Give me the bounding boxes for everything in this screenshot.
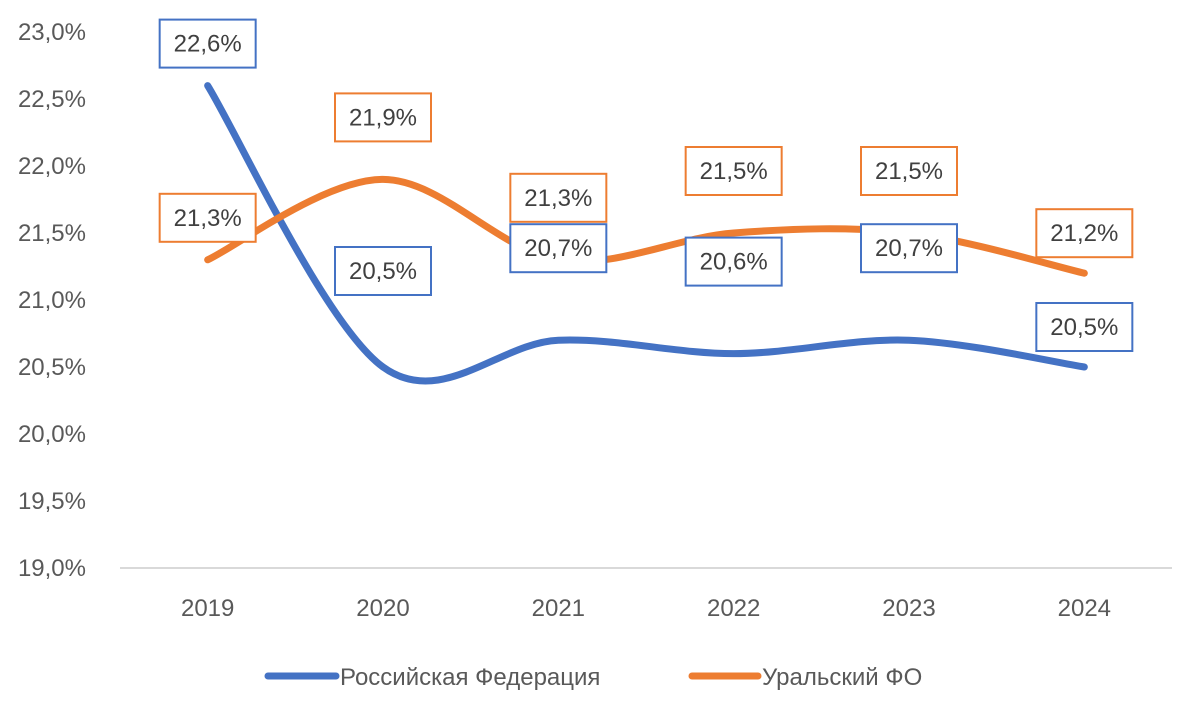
data-label: 21,9% (334, 92, 432, 143)
data-label: 21,2% (1035, 208, 1134, 259)
data-label-text: 21,9% (349, 104, 417, 131)
data-label-box (158, 18, 257, 69)
legend-label: Уральский ФО (762, 664, 922, 691)
data-label-text: 21,2% (1050, 220, 1118, 247)
x-tick-label: 2020 (356, 595, 409, 622)
y-tick-label: 21,5% (18, 220, 86, 247)
series-line-0 (204, 82, 1088, 385)
y-tick-label: 20,5% (18, 354, 86, 381)
x-tick-label: 2019 (181, 595, 234, 622)
data-label: 21,3% (158, 192, 257, 243)
data-label-box (860, 146, 958, 196)
data-label: 20,7% (509, 223, 608, 274)
y-tick-label: 22,5% (18, 86, 86, 113)
data-label-text: 21,3% (524, 185, 592, 212)
data-label-text: 22,6% (174, 31, 242, 58)
data-label: 20,5% (1035, 302, 1134, 352)
data-label-text: 20,5% (1050, 314, 1118, 341)
data-label: 21,5% (684, 146, 783, 196)
data-label-box (1035, 302, 1134, 352)
y-tick-label: 22,0% (18, 153, 86, 180)
data-label-text: 20,6% (700, 249, 768, 276)
x-tick-label: 2021 (532, 595, 585, 622)
data-label-box (1035, 208, 1134, 259)
y-tick-label: 19,5% (18, 488, 86, 515)
data-label-text: 21,5% (700, 158, 768, 185)
y-tick-label: 19,0% (18, 555, 86, 582)
data-label-text: 20,5% (349, 258, 417, 285)
data-label-box (684, 236, 783, 287)
data-label-box (334, 246, 432, 296)
data-label: 21,5% (860, 146, 958, 196)
data-label: 20,6% (684, 236, 783, 287)
data-label-text: 21,5% (875, 158, 943, 185)
data-label: 20,7% (860, 223, 958, 274)
data-label-box (509, 223, 608, 274)
data-label-text: 21,3% (174, 205, 242, 232)
data-label-text: 20,7% (875, 235, 943, 262)
x-tick-label: 2022 (707, 595, 760, 622)
data-label-box (684, 146, 783, 196)
data-label: 21,3% (509, 172, 608, 223)
legend-label: Российская Федерация (340, 664, 600, 691)
data-label: 22,6% (158, 18, 257, 69)
data-label-text: 20,7% (524, 235, 592, 262)
y-tick-label: 20,0% (18, 421, 86, 448)
y-tick-label: 21,0% (18, 287, 86, 314)
data-label-box (158, 192, 257, 243)
y-tick-label: 23,0% (18, 19, 86, 46)
data-label-box (509, 172, 608, 223)
data-label-box (334, 92, 432, 143)
x-tick-label: 2024 (1058, 595, 1111, 622)
x-tick-label: 2023 (882, 595, 935, 622)
data-label-box (860, 223, 958, 274)
data-label: 20,5% (334, 246, 432, 296)
